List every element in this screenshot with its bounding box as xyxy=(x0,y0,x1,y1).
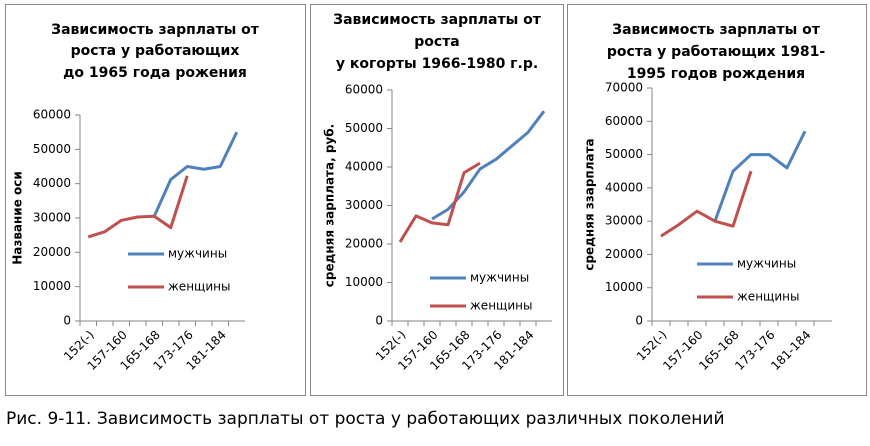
chart-title: у когорты 1966-1980 г.р. xyxy=(336,56,538,72)
caption: Рис. 9-11. Зависимость зарплаты от роста… xyxy=(6,409,725,429)
y-tick-label: 30000 xyxy=(345,198,383,212)
legend-label: мужчины xyxy=(168,247,227,261)
chart-title: Зависимость зарплаты от xyxy=(333,12,542,28)
y-tick-label: 60000 xyxy=(33,108,71,122)
y-tick-label: 40000 xyxy=(33,176,71,190)
y-tick-label: 10000 xyxy=(605,280,643,294)
chart-title: роста у работающих xyxy=(71,43,240,59)
y-tick-label: 40000 xyxy=(345,160,383,174)
legend-label: женщины xyxy=(737,290,799,304)
panel xyxy=(5,4,306,396)
line-series xyxy=(660,170,753,238)
y-tick-label: 50000 xyxy=(33,142,71,156)
legend-label: женщины xyxy=(470,299,532,313)
y-tick-label: 10000 xyxy=(345,275,383,289)
y-tick-label: 60000 xyxy=(345,83,383,97)
y-tick-label: 30000 xyxy=(605,214,643,228)
chart-title: Зависимость зарплаты от xyxy=(612,22,821,38)
y-axis-label: средняя зарплата, руб. xyxy=(323,124,337,287)
legend-label: мужчины xyxy=(737,257,796,271)
chart-title: роста у работающих 1981- xyxy=(607,44,826,60)
y-tick-label: 20000 xyxy=(605,247,643,261)
y-tick-label: 0 xyxy=(635,314,643,328)
y-tick-label: 30000 xyxy=(33,211,71,225)
y-tick-label: 40000 xyxy=(605,180,643,194)
panel xyxy=(567,4,867,396)
y-tick-label: 10000 xyxy=(33,279,71,293)
line-series xyxy=(431,110,546,221)
legend-label: мужчины xyxy=(470,271,529,285)
chart-title: Зависимость зарплаты от xyxy=(51,22,260,38)
y-tick-label: 20000 xyxy=(345,237,383,251)
y-tick-label: 70000 xyxy=(605,81,643,95)
line-series xyxy=(152,131,239,217)
line-series xyxy=(398,161,481,243)
y-tick-label: 20000 xyxy=(33,245,71,259)
line-series xyxy=(713,130,807,222)
chart-title: 1995 годов рождения xyxy=(627,66,805,82)
y-tick-label: 50000 xyxy=(605,147,643,161)
chart-title: до 1965 года рожения xyxy=(63,65,247,81)
chart-title: роста xyxy=(414,34,460,50)
y-tick-label: 0 xyxy=(63,314,71,328)
y-tick-label: 50000 xyxy=(345,121,383,135)
y-axis-label: средняя ззарплата xyxy=(583,138,597,270)
y-axis-label: Название оси xyxy=(11,171,25,265)
panel xyxy=(310,4,564,396)
line-series xyxy=(87,175,189,239)
y-tick-label: 0 xyxy=(375,314,383,328)
legend-label: женщины xyxy=(168,280,230,294)
y-tick-label: 60000 xyxy=(605,114,643,128)
